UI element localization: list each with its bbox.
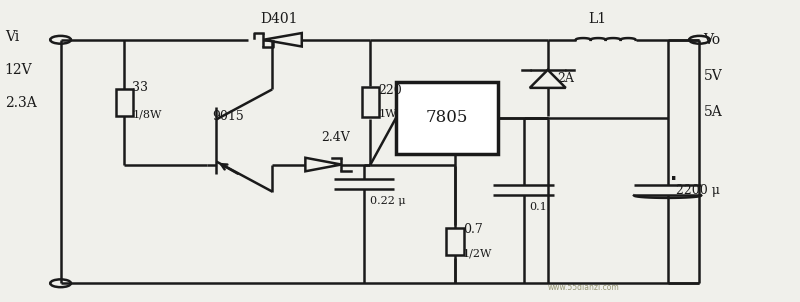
Polygon shape <box>263 33 302 47</box>
Text: 9015: 9015 <box>212 110 244 123</box>
Text: 2200 μ: 2200 μ <box>675 184 719 197</box>
Text: 0.7: 0.7 <box>463 223 483 236</box>
Text: ·: · <box>670 170 678 189</box>
Text: 0.22 μ: 0.22 μ <box>370 196 406 206</box>
Text: 2.4V: 2.4V <box>322 131 350 144</box>
Text: 5V: 5V <box>703 69 722 83</box>
Polygon shape <box>306 158 342 171</box>
Polygon shape <box>530 70 566 88</box>
Bar <box>362 87 379 117</box>
Text: 33: 33 <box>133 81 149 94</box>
Text: www.55dianzi.com: www.55dianzi.com <box>548 283 619 292</box>
Text: 5A: 5A <box>703 105 722 119</box>
Bar <box>446 228 464 255</box>
Text: D401: D401 <box>260 12 298 26</box>
Text: Vi: Vi <box>5 30 19 44</box>
Text: 0.1: 0.1 <box>530 202 547 212</box>
Text: 1/2W: 1/2W <box>463 249 493 259</box>
Bar <box>396 82 498 154</box>
Text: 2.3A: 2.3A <box>5 96 37 110</box>
Text: 12V: 12V <box>5 63 32 77</box>
Text: 220: 220 <box>378 84 402 97</box>
Text: Vo: Vo <box>703 33 721 47</box>
Text: 1/8W: 1/8W <box>133 109 162 119</box>
Text: 1W: 1W <box>378 109 397 119</box>
Text: 2A: 2A <box>558 72 574 85</box>
Text: 7805: 7805 <box>426 109 468 127</box>
Text: L1: L1 <box>589 12 606 26</box>
Bar <box>116 88 134 116</box>
